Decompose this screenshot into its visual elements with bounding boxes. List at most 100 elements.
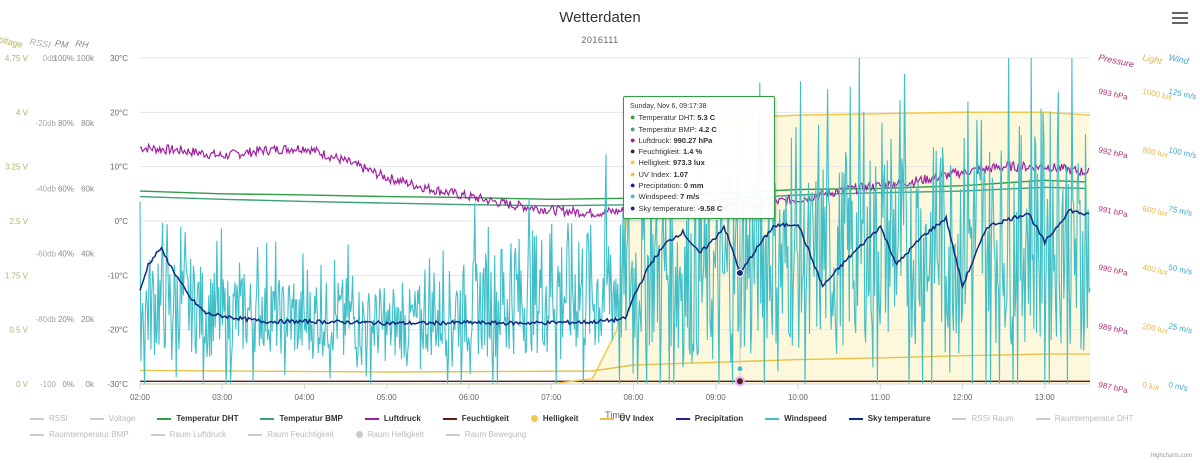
legend-line-icon: [89, 417, 104, 420]
tooltip-row: ● Sky temperature: -9.58 C: [630, 203, 768, 214]
left-axis-tick-label: 60k: [81, 184, 95, 193]
left-axis-tick-label: 40k: [81, 250, 95, 259]
bullet-icon: ●: [630, 146, 636, 157]
legend-label: Raum Bewegung: [464, 430, 527, 439]
x-axis: 02:00 03:00 04:00 05:00 06:00 07:00 08:00 09:00…: [130, 383, 1090, 420]
legend-label: Feuchtigkeit: [461, 414, 509, 423]
tooltip-value: 973.3 lux: [673, 158, 705, 168]
left-axis-tick-label: 4 V: [16, 108, 29, 117]
left-axis-tick-label: 1.75 V: [5, 271, 29, 280]
right-axis-tick-label: 125 m/s: [1168, 87, 1198, 102]
tooltip-value: -9.58 C: [697, 203, 723, 213]
right-axis-tick-label: 100 m/s: [1168, 145, 1198, 160]
legend-item-luftdruck[interactable]: Luftdruck: [364, 414, 421, 423]
series-uv-index[interactable]: [139, 353, 1090, 373]
right-axis-title: Wind: [1168, 52, 1191, 66]
legend-label: Windspeed: [784, 414, 827, 423]
legend-label: Raumtemperatur BMP: [49, 430, 129, 439]
legend-label: Temperatur DHT: [176, 414, 239, 423]
left-axis-tick-label: 20k: [81, 315, 95, 324]
legend-label: Helligkeit: [542, 414, 579, 423]
tooltip-row: ● Feuchtigkeit: 1.4 %: [630, 146, 768, 157]
right-axis-title: Pressure: [1098, 52, 1135, 69]
legend-item-raum-feuchtigkeit[interactable]: Raum Feuchtigkeit: [248, 430, 334, 439]
credits-link[interactable]: Highcharts.com: [1150, 453, 1192, 459]
legend-item-temperatur-dht[interactable]: Temperatur DHT: [157, 414, 238, 423]
tooltip-row: ● Precipitation: 0 mm: [630, 180, 768, 191]
tooltip-value: 990.27 hPa: [673, 135, 713, 145]
bullet-icon: ●: [630, 202, 636, 213]
x-axis-tick-label: 09:00: [706, 393, 727, 402]
left-axis-title: Voltage: [0, 33, 24, 50]
legend-label: Sky temperature: [867, 414, 931, 423]
left-axis-tick-label: 2.5 V: [9, 217, 28, 226]
tooltip-label: Windspeed:: [638, 192, 681, 202]
legend-item-rssi-raum[interactable]: RSSI Raum: [952, 414, 1014, 423]
legend-label: Raumtemperatur DHT: [1054, 414, 1134, 423]
right-axis-tick-label: 0 m/s: [1168, 380, 1189, 393]
legend-item-raum-luftdruck[interactable]: Raum Luftdruck: [150, 430, 227, 439]
series-sky-temperature[interactable]: [139, 208, 1090, 327]
legend-label: Raum Helligkeit: [367, 430, 424, 439]
tooltip-value: 7 m/s: [680, 192, 700, 202]
legend-item-voltage[interactable]: Voltage: [89, 414, 136, 423]
left-axis-tick-label: -100: [40, 380, 57, 389]
series-luftdruck[interactable]: [139, 142, 1090, 219]
legend-item-rssi[interactable]: RSSI: [30, 414, 68, 423]
tooltip: Sunday, Nov 6, 09:17:38 ● Temperatur DHT:…: [623, 96, 775, 219]
legend-line-icon: [675, 417, 690, 420]
x-axis-tick-label: 04:00: [294, 393, 315, 402]
tooltip-label: Feuchtigkeit:: [638, 147, 684, 157]
legend-item-raum-helligkeit[interactable]: Raum Helligkeit: [355, 430, 424, 439]
bullet-icon: ●: [630, 134, 636, 145]
legend-item-raumtemperatur-bmp[interactable]: Raumtemperatur BMP: [30, 430, 129, 439]
right-axes: 987 hPa 989 hPa 990 hPa 991 hPa 992 hPa 993 h…: [1098, 52, 1198, 395]
bullet-icon: ●: [630, 112, 636, 123]
x-axis-tick-label: 10:00: [788, 393, 809, 402]
left-axis-tick-label: 100%: [54, 54, 74, 63]
legend-item-temperatur-bmp[interactable]: Temperatur BMP: [260, 414, 343, 423]
legend-item-raum-bewegung[interactable]: Raum Bewegung: [445, 430, 527, 439]
tooltip-value: 0 mm: [683, 181, 704, 191]
left-axis-title: PM: [54, 38, 69, 50]
tooltip-value: 1.07: [673, 169, 689, 179]
legend-item-precipitation[interactable]: Precipitation: [675, 414, 744, 423]
legend-label: RSSI: [49, 414, 68, 423]
legend-item-helligkeit[interactable]: Helligkeit: [530, 414, 579, 423]
x-axis-tick-label: 06:00: [459, 393, 480, 402]
left-axis-tick-label: 80%: [58, 119, 74, 128]
right-axis-tick-label: 0 lux: [1142, 380, 1160, 392]
left-axis-tick-label: -80db: [36, 315, 57, 324]
left-axis-tick-label: 100k: [77, 54, 95, 63]
legend-line-icon: [442, 417, 457, 420]
tooltip-value: 4.2 C: [698, 124, 717, 134]
tooltip-label: Temperatur BMP:: [638, 124, 699, 134]
legend-item-raumtemperatur-dht[interactable]: Raumtemperatur DHT: [1035, 414, 1134, 423]
series-layer[interactable]: [139, 57, 1091, 385]
left-axis-tick-label: 0 V: [16, 380, 29, 389]
right-axis-tick-label: 990 hPa: [1098, 263, 1130, 278]
x-axis-tick-label: 08:00: [623, 393, 644, 402]
context-menu-button[interactable]: [1172, 12, 1188, 26]
legend-item-windspeed[interactable]: Windspeed: [765, 414, 827, 423]
tooltip-label: Temperatur DHT:: [638, 113, 698, 123]
right-axis-tick-label: 993 hPa: [1098, 87, 1130, 102]
tooltip-label: Sky temperature:: [638, 203, 698, 213]
bullet-icon: ●: [630, 168, 636, 179]
legend-item-feuchtigkeit[interactable]: Feuchtigkeit: [442, 414, 509, 423]
legend-label: RSSI Raum: [971, 414, 1014, 423]
left-axis-tick-label: 0.5 V: [9, 326, 28, 335]
legend-item-uv-index[interactable]: UV Index: [600, 414, 654, 423]
x-axis-tick-label: 11:00: [871, 393, 891, 402]
legend-label: Precipitation: [694, 414, 744, 423]
tooltip-label: Helligkeit:: [638, 158, 674, 168]
right-axis-tick-label: 25 m/s: [1168, 321, 1193, 335]
legend-label: Luftdruck: [383, 414, 421, 423]
legend-item-sky-temperature[interactable]: Sky temperature: [848, 414, 931, 423]
legend: RSSI Voltage Temperatur DHT Temperatur BMP L…: [30, 414, 1170, 439]
tooltip-row: ● Windspeed: 7 m/s: [630, 191, 768, 202]
legend-label: Raum Luftdruck: [169, 430, 227, 439]
feuchtigkeit-marker: [734, 376, 745, 387]
tooltip-label: Precipitation:: [638, 181, 684, 191]
legend-label: Voltage: [108, 414, 136, 423]
